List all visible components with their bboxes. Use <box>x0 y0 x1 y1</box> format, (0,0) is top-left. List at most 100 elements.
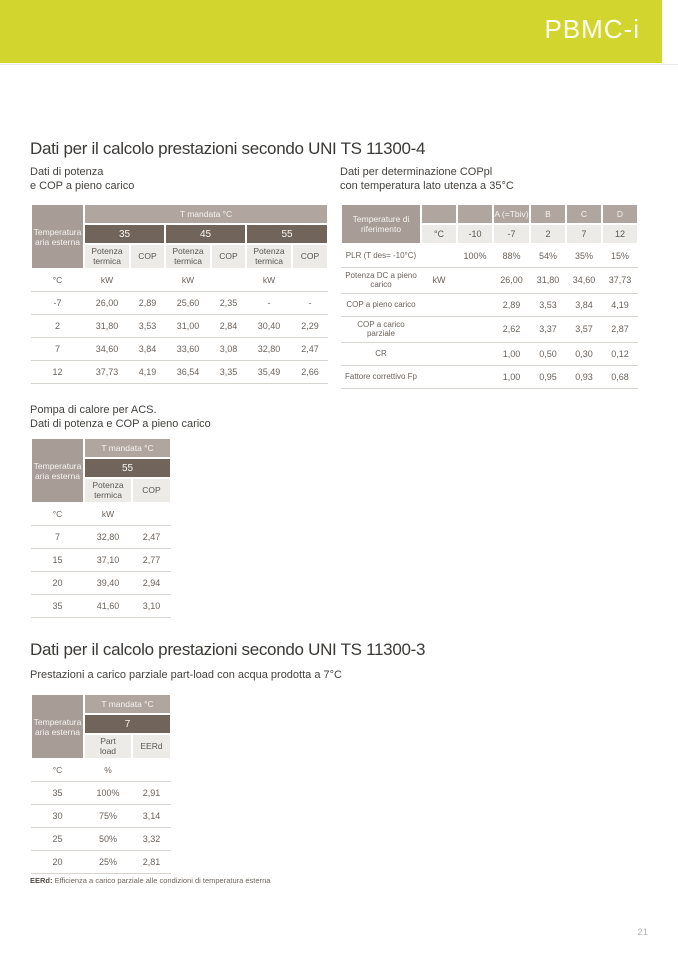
table-row: 20 25% 2,81 <box>31 849 172 874</box>
product-name: PBMC-i <box>544 14 640 44</box>
potenza-termica-header: Potenza termica <box>245 243 293 270</box>
coppl-table: Temperature di riferimento A (=Tbiv) B C… <box>340 203 639 389</box>
t-mandata-band: T mandata °C <box>82 693 173 715</box>
part-load-header: Part load <box>83 733 133 760</box>
cell: °C <box>31 758 84 781</box>
cell: 1,00 <box>493 364 530 389</box>
table-row: PLR (T des= -10°C) 100% 88% 54% 35% 15% <box>341 243 638 267</box>
cell: 20 <box>31 570 84 594</box>
coppl-table-subtitle: Dati per determinazione COPpl con temper… <box>340 166 514 193</box>
ref-a-tbiv-header: A (=Tbiv) <box>492 203 531 225</box>
cell <box>292 268 329 291</box>
cell: - <box>292 290 329 314</box>
cell: 7 <box>31 524 84 548</box>
table-row: Potenza DC a pieno carico kW 26,00 31,80… <box>341 266 638 293</box>
cell: 2,84 <box>211 313 246 337</box>
cell: 2,81 <box>132 849 172 874</box>
cell <box>457 364 493 389</box>
temp-2-header: 2 <box>529 223 567 245</box>
cell: 36,54 <box>165 359 211 384</box>
cell: °C <box>31 502 84 525</box>
partload-table-subtitle: Prestazioni a carico parziale part-load … <box>30 669 342 681</box>
cell: 3,14 <box>132 803 172 827</box>
cell: 0,30 <box>566 341 602 365</box>
cell: 2,47 <box>132 524 172 548</box>
header-divider <box>0 64 678 65</box>
cell: 35,49 <box>246 359 292 384</box>
table-row: 35 100% 2,91 <box>31 780 172 804</box>
cell: 0,68 <box>602 364 638 389</box>
potenza-termica-header: Potenza termica <box>83 477 133 504</box>
cell <box>130 268 165 291</box>
acs-table-subtitle-line2: Dati di potenza e COP a pieno carico <box>30 417 211 430</box>
temp-55-header: 55 <box>244 223 330 245</box>
cell: - <box>246 290 292 314</box>
temp-55-header: 55 <box>82 457 173 479</box>
ref-b-header: B <box>529 203 567 225</box>
cell: 37,73 <box>602 266 638 293</box>
cell: 25,60 <box>165 290 211 314</box>
cell: 33,60 <box>165 336 211 360</box>
cell: 3,10 <box>132 593 172 618</box>
temp-minus10-header: -10 <box>456 223 494 245</box>
cell: kW <box>165 268 211 291</box>
temp-12-header: 12 <box>601 223 639 245</box>
table-row: 15 37,10 2,77 <box>31 547 172 571</box>
cell: 0,93 <box>566 364 602 389</box>
cell: 35 <box>31 593 84 618</box>
table-row: 2 31,80 3,53 31,00 2,84 30,40 2,29 <box>31 313 329 337</box>
cell: kW <box>246 268 292 291</box>
cell: 88% <box>493 243 530 267</box>
potenza-termica-header: Potenza termica <box>164 243 212 270</box>
partload-table: Temperatura aria esterna T mandata °C 7 … <box>30 693 173 874</box>
row-label: PLR (T des= -10°C) <box>341 243 421 267</box>
cell: 26,00 <box>493 266 530 293</box>
cop-header: COP <box>130 477 173 504</box>
cell: 2,62 <box>493 315 530 342</box>
units-row: °C kW <box>31 502 172 525</box>
cell: 54% <box>530 243 566 267</box>
cell: 3,57 <box>566 315 602 342</box>
ref-blank-header <box>456 203 494 225</box>
cell: 3,32 <box>132 826 172 850</box>
cell: 34,60 <box>84 336 130 360</box>
cell: 3,84 <box>566 292 602 316</box>
cell: 2,89 <box>130 290 165 314</box>
power-table-subtitle: Dati di potenza e COP a pieno carico <box>30 166 134 193</box>
cell: 3,53 <box>530 292 566 316</box>
cop-header: COP <box>290 243 330 270</box>
unit-header: °C <box>420 223 458 245</box>
cell <box>132 758 172 781</box>
cell: 4,19 <box>130 359 165 384</box>
cell: 2,94 <box>132 570 172 594</box>
cell: 12 <box>31 359 84 384</box>
header-band: PBMC-i <box>0 0 662 63</box>
temp-35-header: 35 <box>83 223 166 245</box>
cell <box>421 364 457 389</box>
cell <box>421 315 457 342</box>
cell: 3,37 <box>530 315 566 342</box>
cell <box>421 341 457 365</box>
table-row: -7 26,00 2,89 25,60 2,35 - - <box>31 290 329 314</box>
acs-table-subtitle-line1: Pompa di calore per ACS. <box>30 404 157 416</box>
units-row: °C % <box>31 758 172 781</box>
row-label: COP a carico parziale <box>341 315 421 342</box>
cell <box>457 292 493 316</box>
power-table-subtitle-line1: Dati di potenza <box>30 166 104 178</box>
cell <box>457 315 493 342</box>
cell: 35 <box>31 780 84 804</box>
cell: kW <box>84 268 130 291</box>
cell: °C <box>31 268 84 291</box>
table-row: COP a carico parziale 2,62 3,37 3,57 2,8… <box>341 315 638 342</box>
temp-7-header: 7 <box>565 223 603 245</box>
cell: 100% <box>84 780 132 804</box>
cell <box>421 292 457 316</box>
cell: 26,00 <box>84 290 130 314</box>
acs-table-subtitle: Pompa di calore per ACS. Dati di potenza… <box>30 404 211 431</box>
cell: 0,95 <box>530 364 566 389</box>
cell: 30,40 <box>246 313 292 337</box>
table-row: 7 34,60 3,84 33,60 3,08 32,80 2,47 <box>31 336 329 360</box>
cell: -7 <box>31 290 84 314</box>
cell <box>421 243 457 267</box>
power-table-subtitle-line2: e COP a pieno carico <box>30 179 135 192</box>
